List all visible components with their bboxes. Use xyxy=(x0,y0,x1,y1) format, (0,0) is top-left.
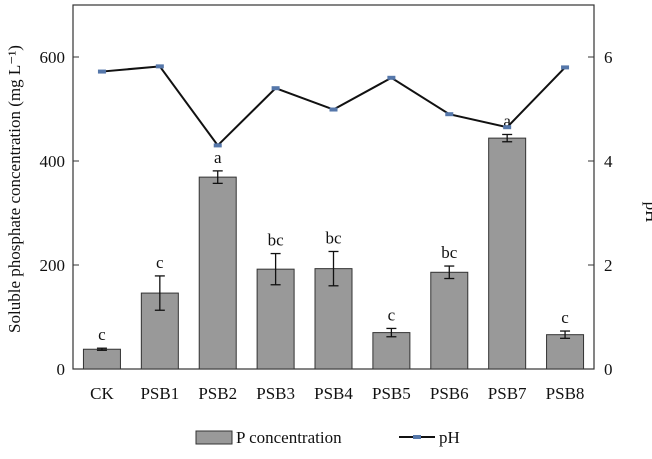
y-tick-label-600: 600 xyxy=(40,48,66,67)
x-tick-label-psb3: PSB3 xyxy=(256,384,295,403)
ph-point-psb3 xyxy=(271,86,280,91)
significance-labels: c c a bc bc c bc a c xyxy=(98,111,569,344)
ph-point-psb2 xyxy=(213,143,222,148)
significance-label-psb7: a xyxy=(503,111,511,130)
ph-point-psb1 xyxy=(155,64,164,69)
y2-tick-label-2: 2 xyxy=(604,256,613,275)
significance-label-psb3: bc xyxy=(268,231,285,250)
legend-label-p-concentration: P concentration xyxy=(236,428,342,447)
x-tick-label-psb5: PSB5 xyxy=(372,384,411,403)
ph-point-psb4 xyxy=(329,107,338,112)
y2-tick-label-6: 6 xyxy=(604,48,613,67)
significance-label-psb2: a xyxy=(214,148,222,167)
legend: P concentration pH xyxy=(195,428,460,447)
bar-psb8 xyxy=(546,334,585,370)
ph-point-psb8 xyxy=(561,65,570,70)
significance-label-psb8: c xyxy=(561,308,569,327)
error-bars xyxy=(96,133,571,351)
legend-label-ph: pH xyxy=(439,428,460,447)
bar-ck xyxy=(82,348,121,370)
bar-psb2 xyxy=(198,176,237,370)
x-tick-label-psb2: PSB2 xyxy=(198,384,237,403)
x-tick-label-psb4: PSB4 xyxy=(314,384,353,403)
x-tick-label-psb1: PSB1 xyxy=(140,384,179,403)
y2-tick-label-0: 0 xyxy=(604,360,613,379)
x-tick-label-ck: CK xyxy=(90,384,114,403)
x-tick-label-psb7: PSB7 xyxy=(488,384,527,403)
y-tick-label-200: 200 xyxy=(40,256,66,275)
significance-label-psb5: c xyxy=(388,305,396,324)
x-tick-label-psb6: PSB6 xyxy=(430,384,469,403)
x-tick-label-psb8: PSB8 xyxy=(546,384,585,403)
ph-point-psb5 xyxy=(387,75,396,80)
bar-psb5 xyxy=(372,332,411,370)
significance-label-ck: c xyxy=(98,325,106,344)
bar-psb6 xyxy=(430,271,469,370)
y2-tick-label-4: 4 xyxy=(604,152,613,171)
y-axis-label: Soluble phosphate concentration (mg L⁻¹) xyxy=(5,45,24,333)
ph-point-psb7 xyxy=(503,125,512,130)
y2-axis-label: pH xyxy=(642,202,652,223)
bar-psb4 xyxy=(314,268,353,370)
y-tick-label-0: 0 xyxy=(57,360,66,379)
significance-label-psb6: bc xyxy=(441,243,458,262)
ph-line-series xyxy=(97,64,570,148)
axes: 0 200 400 600 0 2 4 6 CK PSB1 PSB2 PSB3 PSB4 PSB5 PSB6… xyxy=(40,48,614,403)
ph-point-ck xyxy=(97,69,106,74)
ph-line xyxy=(101,65,566,147)
legend-swatch-p-concentration xyxy=(195,430,233,445)
bar-psb3 xyxy=(256,268,295,370)
significance-label-psb4: bc xyxy=(325,228,342,247)
significance-label-psb1: c xyxy=(156,253,164,272)
legend-swatch-ph-marker xyxy=(413,435,421,439)
y-tick-label-400: 400 xyxy=(40,152,66,171)
ph-point-psb6 xyxy=(445,112,454,117)
bar-psb7 xyxy=(488,137,527,370)
